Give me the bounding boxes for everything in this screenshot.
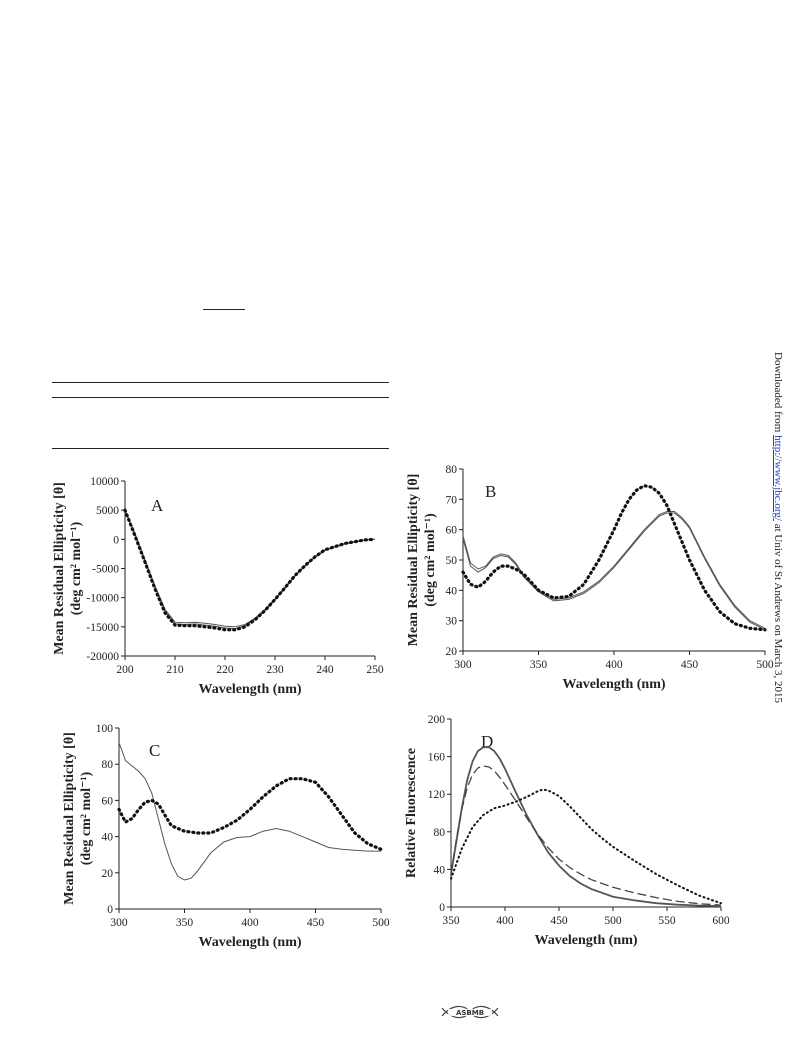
chart-b-x-tick-label: 400 (605, 659, 623, 671)
chart-d-x-tick-label: 450 (550, 915, 568, 927)
chart-c-y-tick-label: 0 (107, 904, 113, 916)
chart-a-y-tick-label: -10000 (86, 593, 119, 605)
chart-d-panel-label: D (481, 732, 493, 751)
chart-b-series-line (461, 484, 767, 632)
chart-b-y-tick-label: 70 (446, 494, 458, 506)
chart-a-x-tick-label: 220 (216, 664, 234, 676)
chart-c-y-tick-label: 80 (102, 759, 114, 771)
jbc-link[interactable]: http://www.jbc.org/ (772, 435, 784, 521)
download-note-prefix: Downloaded from (772, 352, 784, 436)
chart-a-panel-label: A (151, 496, 164, 515)
chart-c-panel-label: C (149, 741, 160, 760)
chart-a-y-tick-label: 10000 (90, 476, 119, 488)
chart-b-x-tick-label: 300 (454, 659, 472, 671)
chart-a-x-tick-label: 230 (266, 664, 284, 676)
download-note-suffix: at Univ of St Andrews on March 3, 2015 (772, 520, 784, 704)
chart-d-series-line (450, 788, 722, 905)
chart-b-y-tick-label: 50 (446, 555, 458, 567)
chart-a-y-tick-label: -15000 (86, 622, 119, 634)
chart-d-series-line (450, 765, 722, 906)
chart-b-x-label: Wavelength (nm) (562, 677, 665, 692)
table-header-rule (52, 397, 389, 398)
chart-d-x-tick-label: 400 (496, 915, 514, 927)
table-bottom-rule (52, 448, 389, 449)
chart-a-y-tick-label: 0 (113, 534, 119, 546)
chart-b-series-line (462, 512, 766, 631)
chart-a-y-tick-label: -5000 (92, 564, 119, 576)
chart-c-y-tick-label: 20 (102, 868, 114, 880)
chart-c-y-tick-label: 40 (102, 832, 114, 844)
chart-a-x-tick-label: 240 (316, 664, 334, 676)
chart-d-x-tick-label: 350 (442, 915, 460, 927)
chart-a-x-tick-label: 210 (166, 664, 184, 676)
asbmb-logo-text: ASBMB (456, 1009, 484, 1017)
chart-panel-b: 20 30 40 50 60 70 80 300 350 400 450 500 Wavelength … (406, 464, 774, 692)
chart-a-series-line (124, 510, 376, 630)
chart-c-y-label-line: (deg cm² mol⁻¹) (79, 771, 94, 865)
download-note: Downloaded from http://www.jbc.org/ at U… (770, 352, 784, 703)
chart-panel-c: 0 20 40 60 80 100 300 350 400 450 500 Wavelength (n… (62, 723, 390, 950)
chart-c-x-tick-label: 500 (372, 917, 390, 929)
chart-c-series-line (118, 742, 381, 881)
chart-b-x-tick-label: 350 (530, 659, 548, 671)
chart-d-x-tick-label: 500 (604, 915, 622, 927)
chart-a-x-tick-label: 250 (366, 664, 384, 676)
chart-d-y-tick-label: 200 (428, 714, 446, 726)
chart-d-y-tick-label: 160 (428, 752, 446, 764)
chart-d-y-tick-label: 80 (434, 827, 446, 839)
chart-b-y-tick-label: 30 (446, 616, 458, 628)
chart-c-series-line (117, 777, 383, 851)
table-top-rule (52, 382, 389, 383)
chart-c-y-tick-label: 100 (96, 723, 114, 735)
chart-d-x-tick-label: 600 (712, 915, 730, 927)
chart-a-x-label: Wavelength (nm) (198, 682, 301, 697)
chart-b-y-label-line: Mean Residual Ellipticity [θ] (406, 474, 421, 647)
chart-b-y-tick-label: 40 (446, 585, 458, 597)
chart-c-x-tick-label: 300 (110, 917, 128, 929)
chart-d-y-tick-label: 0 (439, 902, 445, 914)
chart-panel-d: 0 40 80 120 160 200 350 400 450 500 550 600 Waveleng… (404, 714, 730, 948)
chart-c-x-label: Wavelength (nm) (198, 935, 301, 950)
chart-a-y-tick-label: 5000 (96, 505, 119, 517)
chart-b-y-tick-label: 60 (446, 525, 458, 537)
chart-c-x-tick-label: 450 (307, 917, 325, 929)
asbmb-logo: ASBMB (441, 1005, 499, 1019)
chart-a-series-line (123, 508, 377, 632)
chart-b-x-tick-label: 500 (756, 659, 774, 671)
chart-a-y-label-line: Mean Residual Ellipticity [θ] (52, 482, 67, 655)
chart-b-y-tick-label: 80 (446, 464, 458, 476)
chart-b-panel-label: B (485, 482, 496, 501)
chart-c-y-label-line: Mean Residual Ellipticity [θ] (62, 732, 77, 905)
chart-d-series-line (450, 746, 722, 907)
chart-a-x-tick-label: 200 (116, 664, 134, 676)
chart-b-y-label-line: (deg cm² mol⁻¹) (423, 513, 438, 607)
chart-b-x-tick-label: 450 (681, 659, 699, 671)
chart-d-x-label: Wavelength (nm) (534, 933, 637, 948)
chart-b-series-line (462, 511, 766, 629)
chart-a-y-tick-label: -20000 (86, 651, 119, 663)
chart-panel-a: -20000 -15000 -10000 -5000 0 5000 10000 200 210 2… (52, 476, 384, 697)
chart-d-y-label-line: Relative Fluorescence (404, 748, 419, 878)
chart-d-y-tick-label: 120 (428, 789, 446, 801)
chart-c-x-tick-label: 400 (241, 917, 259, 929)
short-rule (203, 309, 245, 310)
chart-a-y-label-line: (deg cm² mol⁻¹) (69, 521, 84, 615)
chart-c-x-tick-label: 350 (176, 917, 194, 929)
chart-b-y-tick-label: 20 (446, 646, 458, 658)
chart-d-y-tick-label: 40 (434, 864, 446, 876)
chart-d-x-tick-label: 550 (658, 915, 676, 927)
chart-c-y-tick-label: 60 (102, 795, 114, 807)
